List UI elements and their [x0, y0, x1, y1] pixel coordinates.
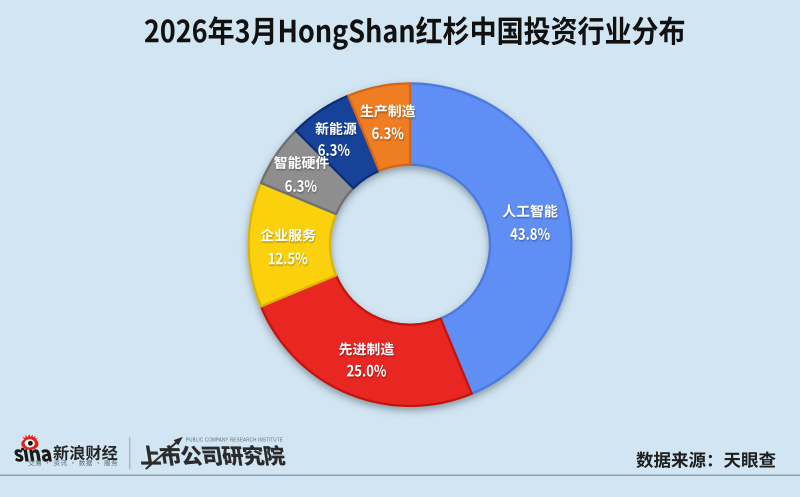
svg-text:PUBLIC COMPANY RESEARCH INSTIT: PUBLIC COMPANY RESEARCH INSTITUTE: [186, 438, 283, 444]
